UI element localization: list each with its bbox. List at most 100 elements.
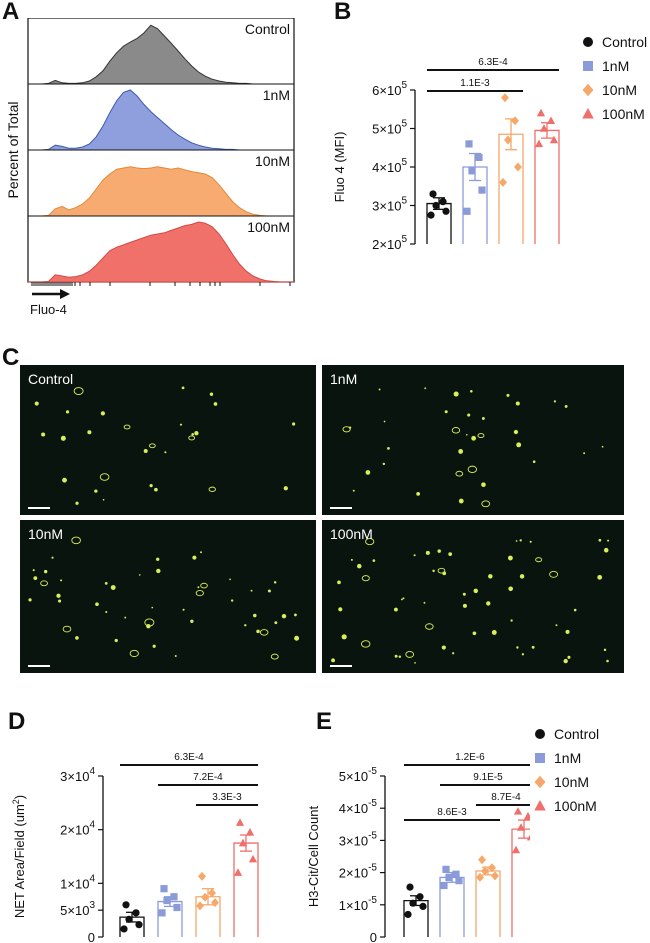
panel-letter-b: B bbox=[334, 0, 352, 25]
net-spot bbox=[597, 574, 603, 580]
net-spot bbox=[60, 435, 66, 441]
net-spot bbox=[462, 592, 466, 596]
net-spot bbox=[361, 575, 370, 582]
net-spot bbox=[129, 649, 139, 658]
data-point bbox=[439, 198, 447, 206]
net-spot bbox=[51, 556, 54, 559]
legend-label: 10nM bbox=[602, 82, 637, 98]
legend-bottom: Control 1nM 10nM 100nM bbox=[532, 722, 650, 832]
micrograph-spots bbox=[331, 537, 610, 664]
legend-marker-1nm bbox=[535, 753, 545, 763]
net-spot bbox=[146, 624, 151, 629]
data-point bbox=[475, 153, 483, 161]
net-spot bbox=[62, 625, 72, 633]
net-spot bbox=[164, 451, 167, 454]
histogram-label: Control bbox=[245, 21, 290, 37]
bar-100nm bbox=[511, 828, 530, 937]
legend-label: 100nM bbox=[602, 106, 645, 122]
p-value-label: 8.6E-3 bbox=[437, 807, 467, 818]
micrograph-spots bbox=[34, 386, 296, 505]
net-spot bbox=[281, 613, 287, 619]
net-spot bbox=[563, 658, 568, 664]
data-point bbox=[158, 909, 166, 917]
net-spot bbox=[564, 404, 568, 408]
net-spot bbox=[453, 391, 459, 397]
net-spot bbox=[516, 646, 519, 649]
net-spot bbox=[360, 640, 371, 648]
data-point bbox=[429, 190, 437, 198]
net-spot bbox=[529, 540, 532, 543]
net-spot bbox=[73, 387, 84, 395]
net-spot bbox=[387, 446, 390, 450]
net-spot bbox=[200, 551, 202, 554]
net-spot bbox=[521, 653, 525, 656]
net-spot bbox=[467, 413, 471, 417]
net-spot bbox=[515, 401, 520, 406]
net-spot bbox=[151, 606, 154, 609]
data-point bbox=[160, 885, 168, 893]
micrograph-label: 100nM bbox=[330, 526, 373, 542]
net-spot bbox=[294, 635, 300, 641]
data-point bbox=[208, 888, 216, 898]
net-spot bbox=[213, 402, 218, 406]
data-point bbox=[468, 167, 476, 175]
net-spot bbox=[452, 652, 455, 655]
data-point bbox=[416, 893, 424, 901]
panel-letter-e: E bbox=[316, 708, 333, 735]
net-spot bbox=[531, 645, 535, 649]
net-spot bbox=[270, 653, 279, 660]
net-spot bbox=[472, 631, 477, 636]
data-point bbox=[523, 811, 530, 820]
data-point bbox=[539, 124, 549, 132]
net-spot bbox=[455, 470, 464, 477]
legend-label: 100nM bbox=[554, 798, 597, 814]
net-spot bbox=[179, 423, 183, 426]
net-spot bbox=[123, 424, 131, 430]
net-spot bbox=[448, 552, 453, 556]
data-point bbox=[445, 873, 453, 882]
legend-label: 1nM bbox=[602, 58, 629, 74]
y-tick-label: 1×10-5 bbox=[339, 895, 378, 913]
histogram-panel-a: Control 1nM 10nM 100nM Fluo-4 Percent of Tota… bbox=[5, 18, 295, 317]
net-spot bbox=[535, 557, 543, 563]
data-point bbox=[440, 881, 448, 890]
legend-marker-100nm bbox=[534, 800, 546, 811]
net-spot bbox=[462, 603, 467, 608]
micrograph-label: Control bbox=[28, 371, 74, 387]
net-spot bbox=[192, 555, 197, 560]
bar-chart-d: 0 5×103 1×104 2×104 3×104 NET Area/Field (um2… bbox=[11, 752, 259, 943]
net-spot bbox=[607, 539, 610, 542]
p-value-label: 6.3E-4 bbox=[174, 752, 204, 763]
data-point bbox=[235, 818, 245, 826]
net-spot bbox=[516, 442, 522, 448]
histogram-label: 10nM bbox=[255, 153, 290, 169]
net-spot bbox=[156, 557, 160, 561]
data-point bbox=[478, 855, 486, 865]
net-spot bbox=[174, 655, 177, 657]
net-spot bbox=[553, 400, 557, 403]
legend-marker-10nm bbox=[582, 83, 594, 97]
net-spot bbox=[32, 569, 35, 572]
data-point bbox=[120, 925, 128, 933]
data-point bbox=[481, 866, 489, 876]
data-point bbox=[513, 807, 523, 815]
net-spot bbox=[437, 567, 446, 574]
x-axis-label: Fluo-4 bbox=[30, 302, 67, 317]
data-point bbox=[465, 140, 473, 148]
data-point bbox=[406, 883, 414, 891]
legend-marker-1nm bbox=[583, 61, 593, 71]
net-spot bbox=[124, 616, 127, 619]
y-axis-label: NET Area/Field (um2) bbox=[11, 795, 27, 918]
net-spot bbox=[491, 630, 497, 635]
micrograph-spots bbox=[342, 387, 604, 508]
data-point bbox=[442, 865, 450, 873]
bar-100nm bbox=[233, 842, 259, 937]
scale-bar bbox=[330, 507, 352, 509]
net-spot bbox=[425, 550, 430, 555]
net-spot bbox=[350, 558, 353, 561]
net-spot bbox=[481, 482, 486, 488]
net-spot bbox=[104, 581, 108, 585]
data-point bbox=[511, 116, 519, 126]
micrograph-label: 1nM bbox=[330, 371, 358, 387]
p-value-label: 6.3E-4 bbox=[478, 57, 508, 68]
